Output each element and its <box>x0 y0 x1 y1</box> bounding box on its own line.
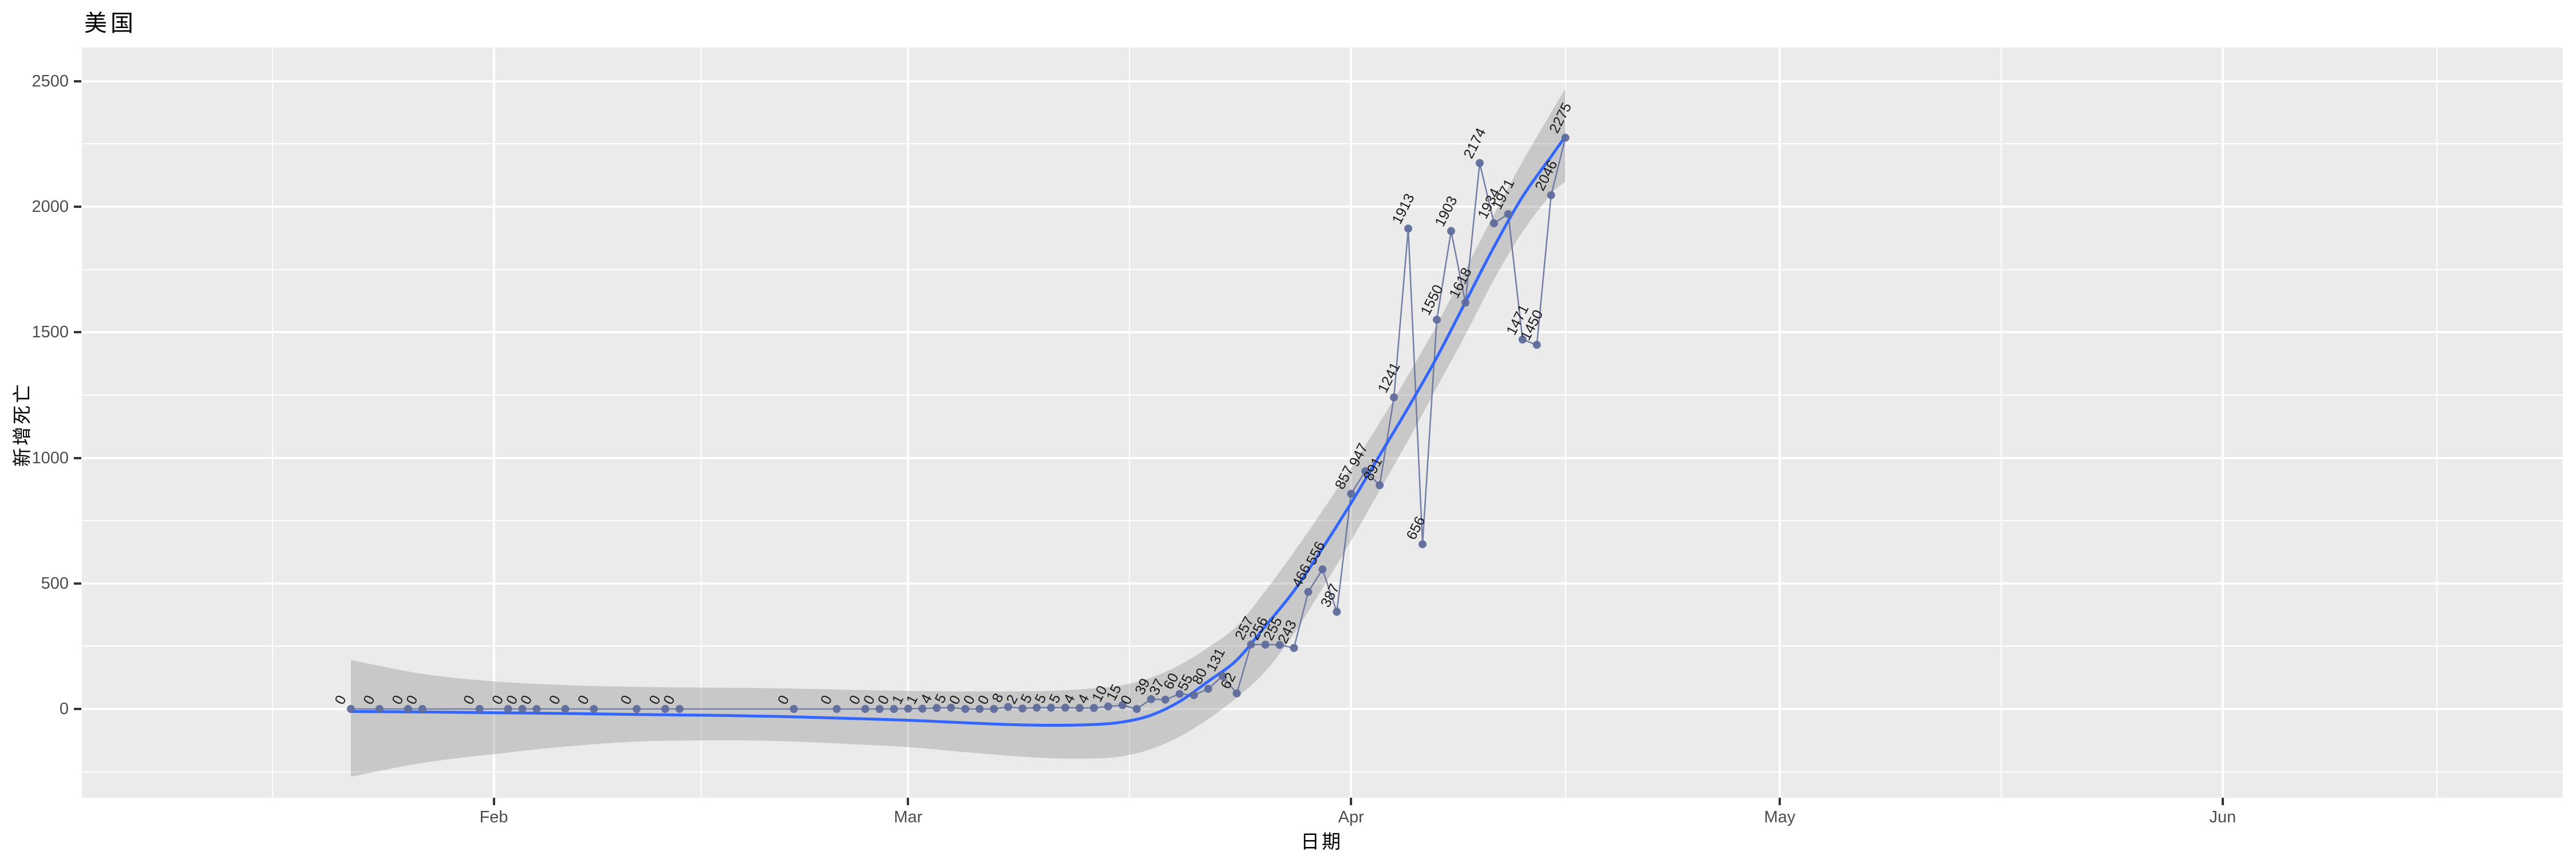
x-tick-mark <box>492 798 495 805</box>
gridline-major-h <box>82 331 2563 334</box>
gridline-minor-h <box>82 520 2563 522</box>
x-tick-label: May <box>1764 808 1796 826</box>
gridline-major-h <box>82 206 2563 208</box>
x-tick-label: Mar <box>894 808 923 826</box>
x-tick-mark <box>907 798 910 805</box>
y-tick-label: 1000 <box>31 448 69 467</box>
gridline-minor-h <box>82 645 2563 647</box>
gridline-minor-h <box>82 269 2563 270</box>
plot-title: 美国 <box>84 11 137 36</box>
y-tick-mark <box>74 708 81 710</box>
gridline-major-v <box>492 48 495 798</box>
gridline-major-h <box>82 456 2563 459</box>
x-tick-label: Apr <box>1338 808 1364 826</box>
gridline-major-h <box>82 708 2563 710</box>
x-tick-label: Feb <box>479 808 508 826</box>
gridline-major-v <box>2221 48 2224 798</box>
x-tick-mark <box>1779 798 1781 805</box>
x-axis-title: 日期 <box>1301 831 1343 852</box>
gridline-minor-v <box>2436 48 2438 798</box>
gridline-major-v <box>1350 48 1353 798</box>
gridline-minor-v <box>1129 48 1131 798</box>
y-tick-mark <box>74 331 81 334</box>
gridline-major-h <box>82 80 2563 82</box>
gridline-minor-v <box>2000 48 2002 798</box>
gridline-major-v <box>1779 48 1781 798</box>
x-tick-label: Jun <box>2209 808 2237 826</box>
y-axis-title: 新增死亡 <box>11 382 33 467</box>
x-tick-mark <box>2221 798 2224 805</box>
gridline-major-h <box>82 582 2563 585</box>
y-tick-mark <box>74 80 81 82</box>
y-tick-mark <box>74 206 81 208</box>
gridline-minor-v <box>1564 48 1566 798</box>
y-tick-mark <box>74 582 81 585</box>
y-tick-label: 1500 <box>31 323 69 342</box>
plot-panel <box>82 48 2563 798</box>
y-tick-label: 2000 <box>31 198 69 216</box>
y-tick-mark <box>74 456 81 459</box>
gridline-minor-h <box>82 771 2563 773</box>
x-tick-mark <box>1350 798 1353 805</box>
gridline-minor-v <box>271 48 273 798</box>
gridline-minor-v <box>700 48 702 798</box>
y-tick-label: 500 <box>41 574 69 593</box>
gridline-minor-h <box>82 143 2563 145</box>
y-tick-label: 2500 <box>31 72 69 90</box>
gridline-minor-h <box>82 394 2563 396</box>
y-tick-label: 0 <box>59 700 69 718</box>
gridline-major-v <box>907 48 910 798</box>
